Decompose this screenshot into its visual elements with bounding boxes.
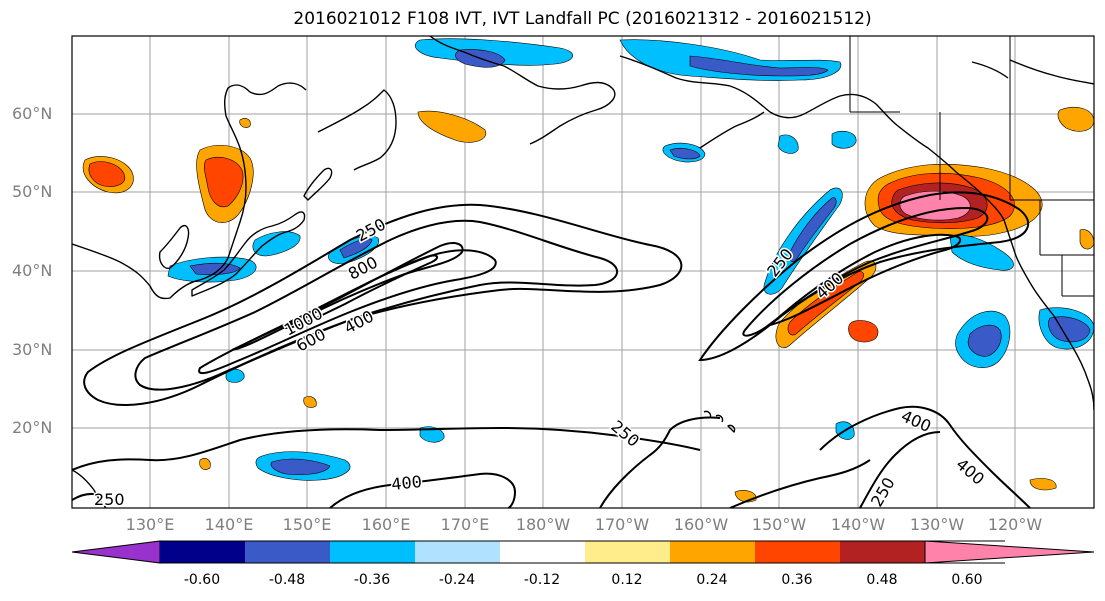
political-borders <box>849 36 1094 297</box>
coastline-kamchatka <box>317 89 397 171</box>
colorbar-segment <box>500 541 585 563</box>
longitude-label: 160°E <box>361 515 411 534</box>
coastline-east-asia <box>72 82 307 300</box>
colorbar <box>71 540 1095 564</box>
colorbar-segment <box>160 541 245 563</box>
longitude-label: 150°E <box>282 515 332 534</box>
contour-400-south-west <box>72 426 701 471</box>
colorbar-segment <box>840 541 925 563</box>
colorbar-tick-label: -0.12 <box>523 572 561 588</box>
anomaly-positive-kamchatka <box>417 110 487 143</box>
map-frame <box>71 35 1095 509</box>
contour-1000-west <box>281 254 438 330</box>
longitude-label: 170°E <box>440 515 490 534</box>
contour-250-west <box>83 203 683 406</box>
colorbar-tick-label: -0.60 <box>183 572 221 588</box>
colorbar-segment <box>585 541 670 563</box>
colorbar-tick-label: 0.60 <box>951 572 983 588</box>
longitude-label: 130°W <box>909 515 965 534</box>
contour-label: 400 <box>390 472 422 494</box>
coastline-japan <box>191 211 306 297</box>
coastline-bering <box>429 36 616 145</box>
latitude-label: 40°N <box>12 261 53 280</box>
colorbar-segment <box>415 541 500 563</box>
colorbar-extend-low <box>71 540 161 564</box>
coastline-north-america <box>1003 219 1094 411</box>
colorbar-segment <box>330 541 415 563</box>
latitude-label: 30°N <box>12 340 53 359</box>
colorbar-tick-label: 0.24 <box>696 572 728 588</box>
longitude-label: 140°W <box>830 515 886 534</box>
latitude-label: 50°N <box>12 182 53 201</box>
longitude-label: 170°W <box>594 515 650 534</box>
latitude-label: 60°N <box>12 104 53 123</box>
colorbar-tick-label: -0.36 <box>353 572 391 588</box>
colorbar-tick-label: -0.24 <box>438 572 476 588</box>
contour-400-south-mid <box>329 472 517 508</box>
colorbar-tick-label: 0.12 <box>611 572 643 588</box>
figure-title: 2016021012 F108 IVT, IVT Landfall PC (20… <box>293 9 872 29</box>
latitude-label: 20°N <box>12 418 53 437</box>
longitude-label: 130°E <box>125 515 175 534</box>
coastlines <box>72 36 1094 508</box>
colorbar-tick-label: -0.48 <box>268 572 306 588</box>
colorbar-segment <box>245 541 330 563</box>
longitude-label: 140°E <box>204 515 254 534</box>
longitude-label: 120°W <box>987 515 1043 534</box>
colorbar-tick-label: 0.36 <box>781 572 813 588</box>
longitude-label: 150°W <box>751 515 807 534</box>
coastline-korea <box>158 224 190 269</box>
colorbar-segment <box>755 541 840 563</box>
ivt-contours <box>72 191 1031 508</box>
coastline-alaska <box>619 55 1005 221</box>
colorbar-extend-high <box>924 540 1095 564</box>
contour-400-south-east <box>819 405 1031 508</box>
longitude-label: 160°W <box>673 515 729 534</box>
colorbar-segment <box>670 541 755 563</box>
colorbar-tick-label: 0.48 <box>866 572 898 588</box>
contour-label: 250 <box>94 490 125 509</box>
anomaly-negative-alaska <box>414 38 573 66</box>
contour-400-west <box>134 219 619 391</box>
longitude-label: 180°W <box>515 515 571 534</box>
